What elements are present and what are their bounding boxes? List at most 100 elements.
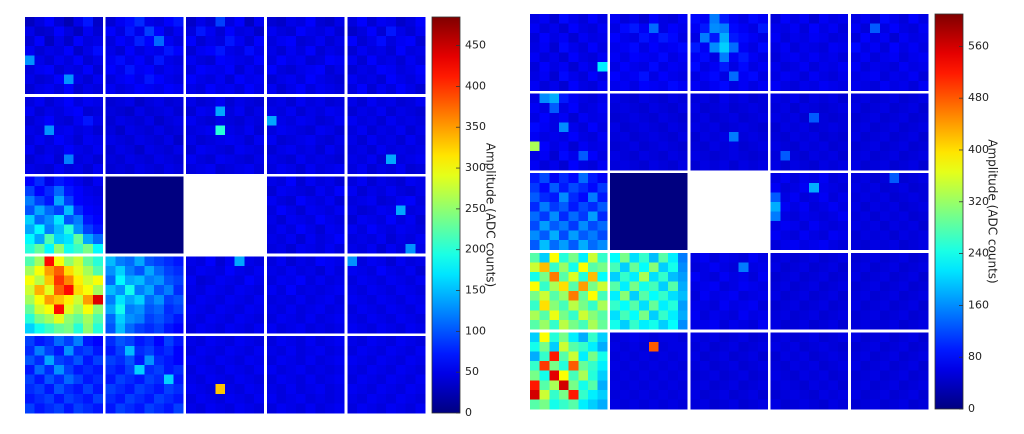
heatmap-cell	[154, 106, 165, 117]
heatmap-cell	[738, 351, 749, 362]
heatmap-cell	[597, 160, 608, 171]
heatmap-cell	[610, 33, 621, 44]
heatmap-cell	[770, 341, 781, 352]
heatmap-cell	[549, 351, 560, 362]
heatmap-cell	[44, 205, 55, 216]
heatmap-cell	[809, 112, 820, 123]
heatmap-cell	[234, 393, 245, 404]
heatmap-cell	[286, 304, 297, 315]
heatmap-cell	[405, 243, 416, 254]
heatmap-cell	[828, 230, 839, 241]
heatmap-cell	[838, 201, 849, 212]
heatmap-cell	[899, 211, 909, 222]
heatmap-cell	[315, 323, 326, 334]
heatmap-cell	[83, 224, 94, 235]
heatmap-cell	[677, 291, 688, 301]
heatmap-cell	[73, 314, 84, 324]
heatmap-cell	[25, 195, 35, 206]
heatmap-cell	[144, 243, 155, 254]
heatmap-cell	[677, 240, 688, 251]
heatmap-cell	[530, 211, 540, 222]
heatmap-cell	[357, 116, 368, 126]
heatmap-cell	[315, 26, 326, 37]
heatmap-cell	[690, 332, 701, 343]
heatmap-cell	[154, 65, 165, 75]
heatmap-cell	[405, 96, 416, 107]
heatmap-cell	[325, 355, 335, 366]
heatmap-cell	[295, 36, 306, 47]
heatmap-cell	[125, 355, 135, 366]
heatmap-cell	[305, 45, 316, 56]
heatmap-cell	[305, 275, 316, 286]
heatmap-cell	[700, 361, 710, 372]
heatmap-cell	[366, 294, 377, 305]
heatmap-cell	[648, 341, 659, 352]
heatmap-cell	[729, 131, 739, 142]
heatmap-cell	[305, 243, 316, 254]
heatmap-cell	[818, 389, 829, 400]
heatmap-cell	[334, 125, 345, 136]
heatmap-cell	[34, 275, 45, 286]
heatmap-cell	[334, 106, 345, 117]
heatmap-cell	[530, 52, 540, 63]
heatmap-cell	[266, 135, 277, 146]
heatmap-cell	[134, 74, 145, 85]
heatmap-cell	[597, 103, 608, 114]
heatmap-cell	[539, 151, 550, 161]
heatmap-cell	[205, 355, 216, 366]
heatmap-cell	[908, 14, 919, 24]
heatmap-cell	[738, 262, 749, 273]
heatmap-cell	[539, 281, 550, 292]
heatmap-cell	[315, 374, 326, 385]
heatmap-cell	[266, 345, 277, 356]
heatmap-cell	[748, 141, 759, 152]
heatmap-cell	[154, 17, 165, 27]
heatmap-cell	[73, 243, 84, 254]
heatmap-cell	[215, 374, 226, 385]
heatmap-cell	[770, 42, 781, 53]
heatmap-cell	[115, 294, 126, 305]
heatmap-cell	[334, 74, 345, 85]
heatmap-cell	[738, 281, 749, 292]
heatmap-cell	[195, 323, 206, 334]
heatmap-cell	[770, 351, 781, 362]
heatmap-cell	[818, 173, 829, 184]
heatmap-cell	[144, 144, 155, 155]
heatmap-cell	[83, 135, 94, 146]
heatmap-cell	[879, 23, 890, 34]
heatmap-cell	[415, 224, 426, 235]
heatmap-cell	[276, 403, 287, 414]
heatmap-cell	[677, 14, 688, 24]
heatmap-cell	[276, 116, 287, 126]
heatmap-cell	[215, 266, 226, 276]
heatmap-cell	[549, 221, 560, 231]
heatmap-cell	[549, 310, 560, 321]
heatmap-cell	[780, 271, 791, 282]
heatmap-cell	[809, 182, 820, 193]
heatmap-cell	[386, 234, 397, 245]
heatmap-cell	[266, 45, 277, 56]
heatmap-cell	[578, 291, 589, 301]
heatmap-cell	[234, 26, 245, 37]
heatmap-cell	[266, 294, 277, 305]
heatmap-cell	[63, 374, 74, 385]
heatmap-cell	[908, 341, 919, 352]
heatmap-cell	[144, 336, 155, 347]
heatmap-cell	[568, 351, 579, 362]
heatmap-cell	[899, 351, 909, 362]
heatmap-cell	[610, 262, 621, 273]
heatmap-cell	[738, 310, 749, 321]
heatmap-cell	[639, 122, 650, 133]
heatmap-cell	[578, 361, 589, 372]
heatmap-cell	[92, 266, 103, 276]
heatmap-cell	[879, 300, 890, 311]
heatmap-cell	[234, 164, 245, 174]
heatmap-cell	[186, 323, 197, 334]
heatmap-cell	[154, 125, 165, 136]
heatmap-cell	[879, 389, 890, 400]
heatmap-cell	[908, 71, 919, 82]
heatmap-cell	[295, 393, 306, 404]
heatmap-cell	[639, 380, 650, 391]
heatmap-cell	[908, 332, 919, 343]
heatmap-cell	[850, 240, 861, 251]
